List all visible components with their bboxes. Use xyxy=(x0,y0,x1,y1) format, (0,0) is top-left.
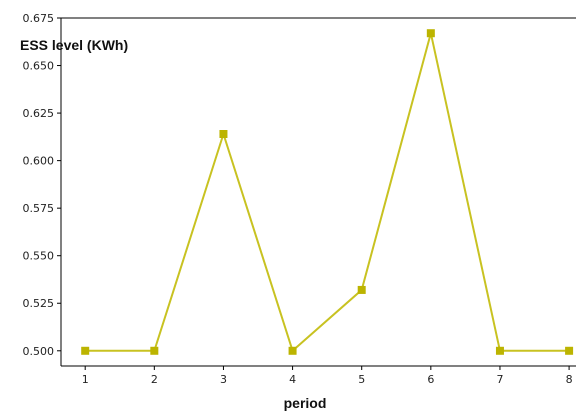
y-tick-label: 0.600 xyxy=(23,155,55,168)
y-tick-label: 0.650 xyxy=(23,60,55,73)
axes xyxy=(60,17,576,367)
x-tick-label: 2 xyxy=(151,373,158,386)
data-point xyxy=(495,346,504,355)
data-point xyxy=(426,29,435,38)
data-point xyxy=(150,346,159,355)
x-axis-ticks: 1 2 3 4 5 6 7 8 xyxy=(82,366,573,386)
x-tick-label: 4 xyxy=(289,373,296,386)
y-tick-label: 0.625 xyxy=(23,107,55,120)
x-tick-label: 8 xyxy=(566,373,573,386)
y-axis-title: ESS level (KWh) xyxy=(20,37,128,53)
series-group xyxy=(81,29,574,355)
data-point xyxy=(219,130,228,138)
data-point xyxy=(288,346,297,355)
x-tick-label: 1 xyxy=(82,373,89,386)
y-tick-label: 0.675 xyxy=(23,12,55,25)
data-point xyxy=(81,346,90,355)
y-tick-label: 0.525 xyxy=(23,297,55,310)
y-tick-label: 0.575 xyxy=(23,202,55,215)
x-axis-title: period xyxy=(284,395,327,411)
x-tick-label: 3 xyxy=(220,373,227,386)
y-tick-label: 0.500 xyxy=(23,345,55,358)
series-line xyxy=(85,32,570,353)
data-point xyxy=(565,346,574,355)
x-tick-label: 5 xyxy=(358,373,365,386)
x-tick-label: 6 xyxy=(427,373,434,386)
x-tick-label: 7 xyxy=(496,373,503,386)
y-axis-ticks: 0.500 0.525 0.550 0.575 0.600 0.625 0.650 0.675 xyxy=(23,12,61,358)
y-tick-label: 0.550 xyxy=(23,250,55,263)
data-point xyxy=(357,285,366,294)
